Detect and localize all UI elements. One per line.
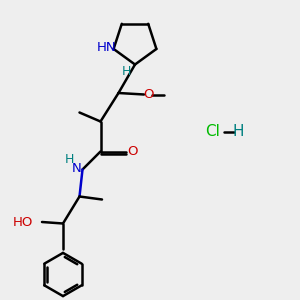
Text: O: O [143, 88, 154, 101]
Text: H: H [122, 64, 131, 78]
Text: HN: HN [97, 41, 117, 54]
Text: H: H [64, 152, 74, 166]
Text: N: N [72, 161, 82, 175]
Text: HO: HO [13, 215, 34, 229]
Text: O: O [127, 145, 137, 158]
Text: Cl: Cl [206, 124, 220, 140]
Text: H: H [233, 124, 244, 140]
